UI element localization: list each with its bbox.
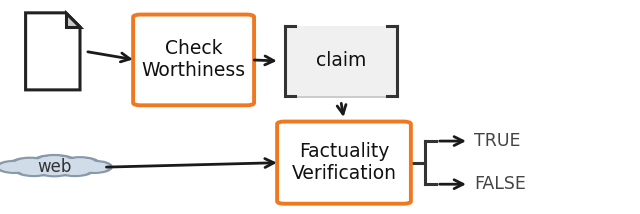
- Circle shape: [63, 158, 97, 169]
- Circle shape: [56, 163, 93, 176]
- Circle shape: [0, 162, 29, 172]
- Text: Factuality
Verification: Factuality Verification: [291, 142, 397, 183]
- Text: web: web: [37, 158, 72, 176]
- Circle shape: [13, 159, 47, 170]
- Circle shape: [29, 158, 80, 175]
- Circle shape: [32, 155, 77, 170]
- Circle shape: [0, 161, 32, 173]
- Circle shape: [15, 163, 52, 176]
- FancyBboxPatch shape: [277, 122, 411, 204]
- Text: TRUE: TRUE: [474, 132, 520, 150]
- Circle shape: [11, 158, 49, 171]
- Polygon shape: [26, 13, 80, 90]
- FancyBboxPatch shape: [287, 27, 399, 98]
- Bar: [285, 26, 397, 96]
- FancyBboxPatch shape: [133, 15, 254, 105]
- Circle shape: [61, 157, 99, 170]
- Circle shape: [36, 156, 73, 169]
- Circle shape: [60, 165, 90, 175]
- Circle shape: [37, 164, 72, 176]
- Text: Check
Worthiness: Check Worthiness: [141, 39, 246, 80]
- Circle shape: [40, 165, 69, 175]
- Polygon shape: [66, 13, 80, 27]
- Circle shape: [79, 162, 109, 172]
- Text: claim: claim: [316, 52, 366, 70]
- Text: FALSE: FALSE: [474, 175, 526, 193]
- Circle shape: [77, 161, 111, 173]
- Circle shape: [31, 159, 77, 175]
- Circle shape: [19, 165, 49, 175]
